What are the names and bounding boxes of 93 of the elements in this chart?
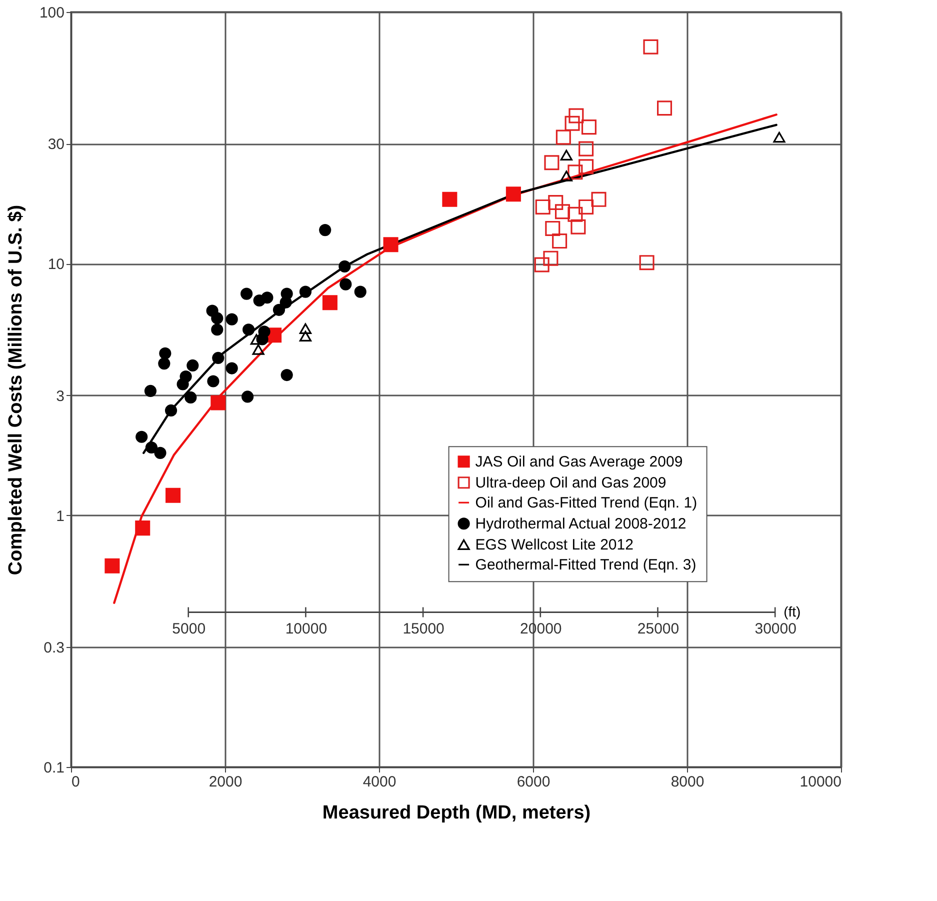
point: [581, 120, 596, 135]
legend-label: Ultra-deep Oil and Gas 2009: [475, 474, 666, 492]
x-tick-label: 2000: [208, 774, 242, 790]
point: [578, 141, 594, 156]
legend-label: Oil and Gas-Fitted Trend (Eqn. 1): [475, 494, 698, 512]
line-series: [113, 114, 778, 604]
point: [186, 359, 199, 372]
point: [211, 324, 224, 336]
x2-tick-label: 15000: [402, 620, 444, 638]
point: [578, 159, 594, 174]
point: [560, 150, 572, 160]
point: [144, 384, 157, 398]
y-tick-label: 3: [56, 388, 64, 405]
point: [299, 323, 312, 334]
line-series: [142, 124, 778, 454]
point: [544, 155, 560, 170]
point: [578, 199, 594, 214]
x-tick-label: 6000: [516, 774, 550, 790]
x2-tick-label: 25000: [637, 620, 680, 638]
point: [506, 186, 521, 202]
point: [545, 220, 560, 236]
point: [552, 234, 568, 249]
point: [145, 441, 158, 454]
point: [154, 446, 166, 459]
point: [383, 237, 398, 252]
x-axis-title: Measured Depth (MD, meters): [322, 802, 591, 824]
x-tick-label: 8000: [670, 774, 704, 790]
point: [176, 378, 189, 390]
point: [322, 295, 338, 310]
point: [556, 130, 571, 145]
point: [548, 194, 564, 210]
legend-label: EGS Wellcost Lite 2012: [475, 536, 634, 554]
point: [226, 362, 238, 374]
point: [166, 488, 181, 503]
point: [135, 520, 150, 536]
point: [568, 108, 584, 124]
point: [280, 296, 292, 308]
point: [354, 286, 366, 298]
point: [252, 344, 264, 355]
point: [591, 192, 606, 207]
point: [560, 170, 572, 182]
point: [164, 404, 178, 417]
point: [568, 206, 583, 222]
y-tick-label: 0.1: [44, 760, 64, 776]
point: [280, 368, 293, 382]
x2-tick-label: 10000: [285, 620, 328, 638]
point: [272, 304, 286, 316]
x-tick-label: 0: [72, 774, 80, 790]
legend-label: JAS Oil and Gas Average 2009: [475, 454, 683, 471]
point: [158, 358, 170, 370]
point: [570, 219, 586, 234]
y-tick-label: 100: [39, 4, 64, 22]
legend-label: Hydrothermal Actual 2008-2012: [475, 516, 686, 533]
y-tick-label: 1: [56, 508, 64, 525]
y-tick-label: 10: [48, 256, 64, 274]
point: [211, 312, 224, 324]
point: [773, 132, 786, 143]
point: [299, 330, 312, 342]
y-axis-title: Completed Well Costs (Millions of U.S. $): [5, 204, 26, 576]
point: [535, 199, 550, 214]
point: [554, 204, 570, 220]
x-tick-label: 10000: [800, 774, 842, 790]
point: [184, 391, 197, 404]
point: [207, 375, 220, 388]
point: [442, 192, 458, 207]
point: [657, 100, 672, 116]
point: [240, 288, 253, 300]
point: [104, 558, 120, 574]
point: [159, 347, 172, 360]
point: [568, 164, 583, 180]
point: [639, 255, 654, 270]
point: [564, 116, 580, 131]
point: [338, 260, 351, 272]
x2-tick-label: 30000: [754, 620, 796, 638]
point: [210, 395, 226, 410]
point: [319, 224, 332, 236]
point: [242, 390, 254, 403]
point: [299, 286, 312, 298]
x2-axis-title: (ft): [784, 604, 801, 620]
point: [543, 250, 558, 266]
point: [136, 430, 148, 443]
y-tick-label: 30: [48, 136, 64, 154]
point: [253, 294, 266, 307]
point: [242, 324, 255, 336]
point: [340, 278, 352, 290]
point: [643, 39, 658, 54]
point: [226, 313, 238, 326]
x2-tick-label: 5000: [172, 620, 206, 638]
legend-label: Geothermal-Fitted Trend (Eqn. 3): [475, 556, 696, 574]
point: [212, 352, 224, 364]
y-tick-label: 0.3: [44, 639, 64, 656]
point: [534, 257, 550, 272]
x-tick-label: 4000: [362, 774, 396, 790]
